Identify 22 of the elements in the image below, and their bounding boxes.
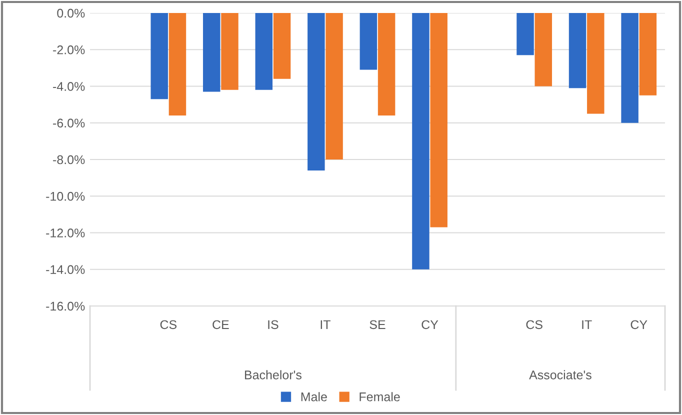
- text: Bachelor's: [244, 370, 302, 380]
- text: Associate's: [529, 370, 592, 380]
- x-tick-label: IT: [320, 320, 330, 329]
- y-tick-label: -4.0%: [53, 82, 85, 91]
- y-tick-label: 0.0%: [57, 8, 85, 18]
- x-tick-label: IT: [582, 320, 592, 329]
- y-tick-label: -8.0%: [53, 155, 85, 164]
- y-tick-label: -16.0%: [46, 302, 85, 311]
- x-tick-label: IS: [268, 320, 278, 330]
- x-tick-label: CY: [422, 320, 438, 330]
- legend-label: Female: [360, 392, 400, 402]
- y-tick-label: -14.0%: [46, 265, 85, 274]
- legend-label: Male: [301, 392, 327, 402]
- y-tick-label: -6.0%: [53, 118, 85, 128]
- x-tick-label: CE: [212, 320, 229, 330]
- x-tick-label: SE: [370, 320, 386, 330]
- x-tick-label: CS: [526, 320, 542, 330]
- x-tick-label: CS: [160, 320, 177, 330]
- y-tick-label: -2.0%: [53, 45, 85, 54]
- x-tick-label: CY: [630, 320, 648, 330]
- y-tick-label: -12.0%: [46, 228, 85, 238]
- y-tick-label: -10.0%: [46, 192, 85, 201]
